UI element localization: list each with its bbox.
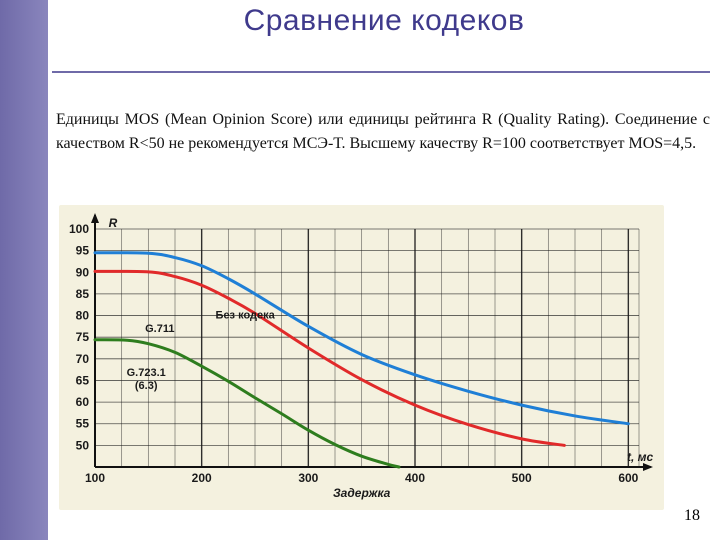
y-tick-label: 50 [76,438,90,452]
y-tick-label: 85 [76,287,90,301]
series-label-2: G.723.1 [127,367,166,379]
x-tick-label: 300 [298,471,318,485]
y-tick-label: 90 [76,265,90,279]
x-tick-label: 600 [618,471,638,485]
y-tick-label: 60 [76,395,90,409]
y-tick-label: 70 [76,352,90,366]
y-tick-label: 80 [76,309,90,323]
x-tick-label: 200 [192,471,212,485]
chart-tick-labels: 100 95 90 85 80 75 70 65 60 55 50 100 200 300 400 500 60… [69,222,639,485]
y-tick-label: 55 [76,417,90,431]
series-label-0: Без кодека [216,310,276,322]
slide-title: Сравнение кодеков [243,4,525,37]
page-number: 18 [684,507,700,524]
chart-grid [91,213,653,471]
x-tick-label: 500 [512,471,532,485]
slide-description: Единицы MOS (Mean Opinion Score) или еди… [56,111,710,152]
y-tick-label: 100 [69,222,89,236]
x-tick-label: 100 [85,471,105,485]
series-line-2 [93,338,401,469]
y-axis-label: R [109,216,118,230]
series-line-1 [93,269,566,447]
codec-comparison-chart: 100 95 90 85 80 75 70 65 60 55 50 100 200 300 400 500 60… [59,205,664,510]
y-tick-label: 75 [76,330,90,344]
chart-labels: Rt, мс Задержка Без кодека G.711 G.723.1(6.3… [109,216,654,500]
y-tick-label: 65 [76,373,90,387]
x-axis-label: Задержка [333,486,391,500]
title-divider [52,71,710,73]
series-line-0 [93,251,630,426]
y-tick-label: 95 [76,244,90,258]
x-axis-unit-label: t, мс [627,450,654,464]
series-label-1: G.711 [145,323,174,335]
chart-svg: 100 95 90 85 80 75 70 65 60 55 50 100 200 300 400 500 60… [69,213,654,500]
chart-series-group [93,251,630,469]
x-tick-label: 400 [405,471,425,485]
x-axis-arrow [643,463,653,471]
y-axis-arrow [91,213,99,223]
series-label-2: (6.3) [135,380,158,392]
slide-sidebar [0,0,48,540]
